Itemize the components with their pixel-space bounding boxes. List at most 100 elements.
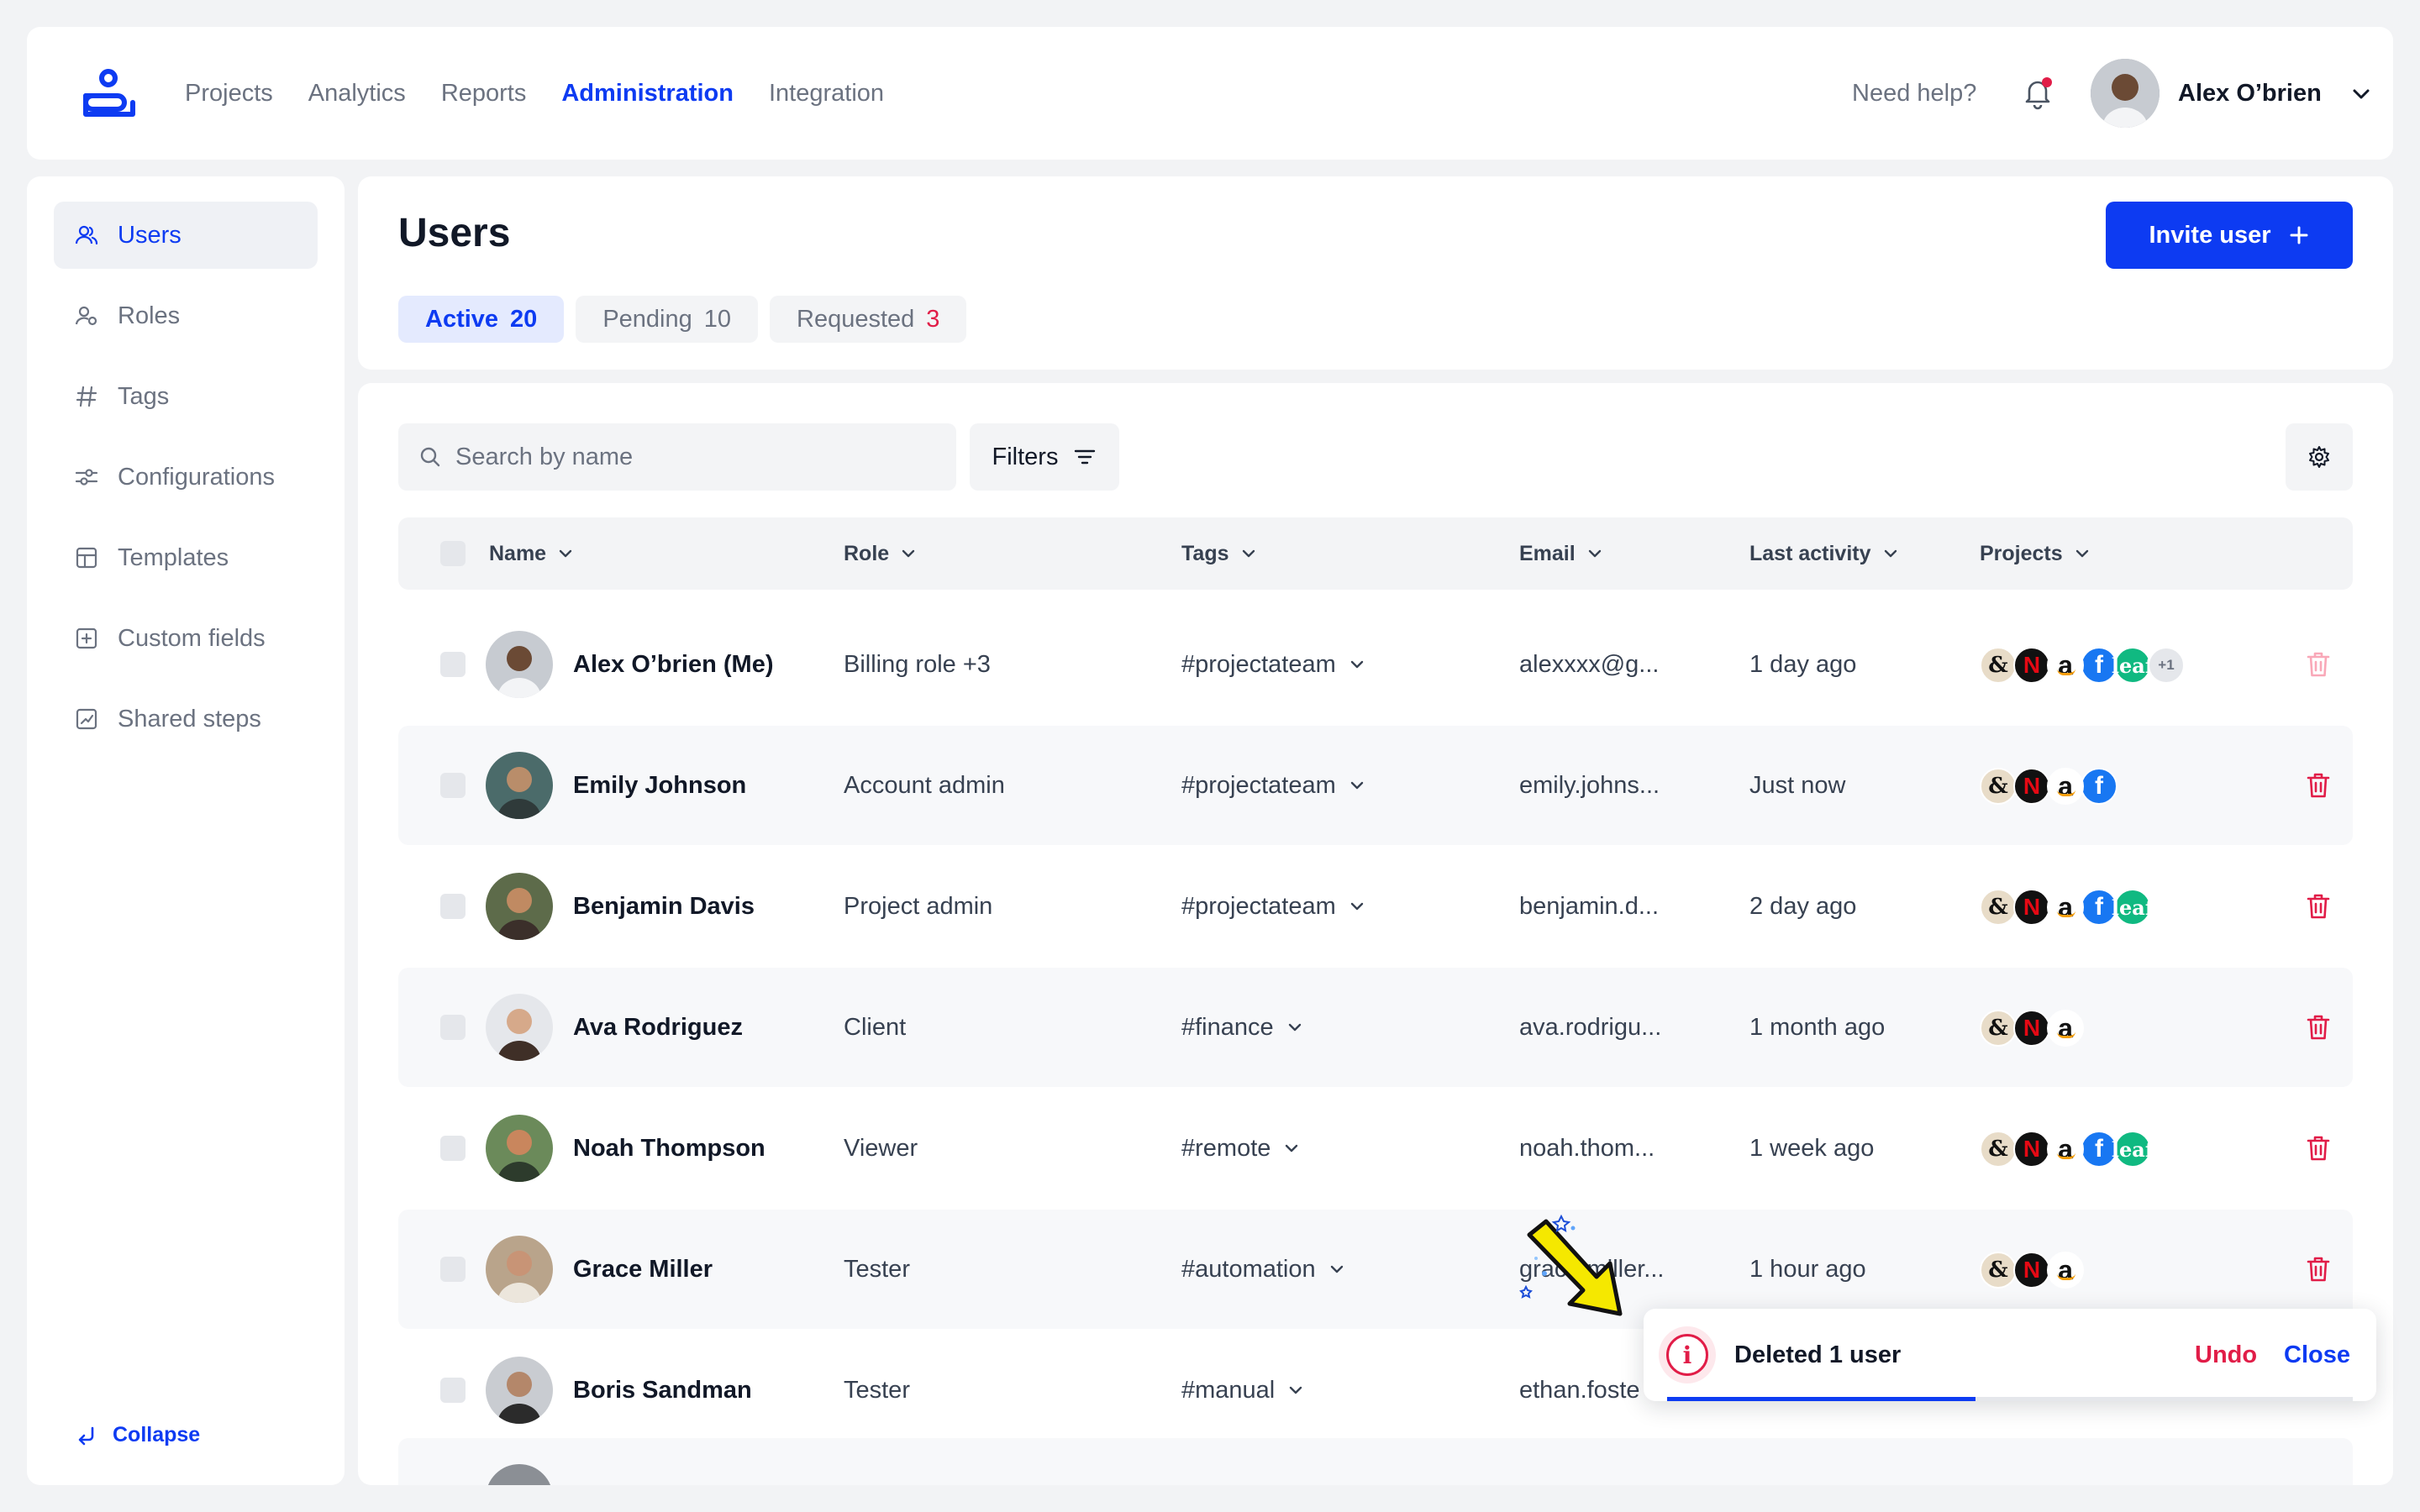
user-name-cell[interactable]: Benjamin Davis <box>573 893 755 920</box>
table-row[interactable]: Boris Sandman Tester #manual ethan.foste <box>398 1331 2353 1450</box>
app-logo-icon[interactable] <box>81 69 139 119</box>
table-row[interactable]: Alex O’brien (Me) Billing role +3 #proje… <box>398 605 2353 724</box>
netflix-project-icon[interactable]: N <box>2013 1252 2050 1289</box>
amazon-project-icon[interactable]: a <box>2047 1131 2084 1168</box>
trash-icon[interactable] <box>2302 1132 2334 1164</box>
tab-active[interactable]: Active 20 <box>398 296 565 343</box>
trash-icon[interactable] <box>2302 769 2334 801</box>
user-name-cell[interactable]: Grace Miller <box>573 1256 713 1283</box>
user-name[interactable]: Alex O’brien <box>2178 79 2322 107</box>
netflix-project-icon[interactable]: N <box>2013 1010 2050 1047</box>
facebook-project-icon[interactable]: f <box>2081 768 2118 805</box>
ampersand-project-icon[interactable]: & <box>1980 889 2017 926</box>
table-row[interactable]: Ava Rodriguez Client #finance ava.rodrig… <box>398 968 2353 1087</box>
row-checkbox[interactable] <box>440 773 466 798</box>
table-settings-button[interactable] <box>2286 423 2353 491</box>
sidebar-item-shared-steps[interactable]: Shared steps <box>54 685 318 753</box>
chevron-down-icon[interactable] <box>1286 1018 1304 1037</box>
ampersand-project-icon[interactable]: & <box>1980 1131 2017 1168</box>
search-input[interactable] <box>455 443 926 471</box>
row-checkbox[interactable] <box>440 1136 466 1161</box>
select-all-checkbox[interactable] <box>440 541 466 566</box>
table-row[interactable]: Benjamin Davis Project admin #projectate… <box>398 847 2353 966</box>
collapse-button[interactable]: Collapse <box>76 1423 200 1447</box>
help-link[interactable]: Need help? <box>1852 79 1977 107</box>
notifications-button[interactable] <box>2018 74 2057 113</box>
column-header-tags[interactable]: Tags <box>1181 517 1258 590</box>
ampersand-project-icon[interactable]: & <box>1980 647 2017 684</box>
chevron-down-icon[interactable] <box>1348 655 1366 674</box>
tab-requested[interactable]: Requested 3 <box>770 296 967 343</box>
sidebar-item-configurations[interactable]: Configurations <box>54 444 318 511</box>
leaf-project-icon[interactable]: leaf <box>2112 889 2154 926</box>
sidebar-item-custom-fields[interactable]: Custom fields <box>54 605 318 672</box>
netflix-project-icon[interactable]: N <box>2013 1131 2050 1168</box>
chevron-down-icon[interactable] <box>1286 1381 1305 1399</box>
amazon-project-icon[interactable]: a <box>2047 1010 2084 1047</box>
amazon-project-icon[interactable]: a <box>2047 768 2084 805</box>
column-header-email[interactable]: Email <box>1519 517 1604 590</box>
filters-button[interactable]: Filters <box>970 423 1119 491</box>
sidebar-item-templates[interactable]: Templates <box>54 524 318 591</box>
sidebar-item-roles[interactable]: Roles <box>54 282 318 349</box>
user-name-cell[interactable]: Noah Thompson <box>573 1135 765 1162</box>
nav-administration[interactable]: Administration <box>561 79 734 107</box>
amazon-project-icon[interactable]: a <box>2047 1252 2084 1289</box>
table-row[interactable]: Noah Thompson Viewer #remote noah.thom..… <box>398 1089 2353 1208</box>
user-name-cell[interactable]: Ava Rodriguez <box>573 1014 743 1041</box>
column-header-name[interactable]: Name <box>489 517 575 590</box>
ampersand-project-icon[interactable]: & <box>1980 768 2017 805</box>
user-name-cell[interactable]: Alex O’brien (Me) <box>573 651 774 678</box>
row-checkbox[interactable] <box>440 652 466 677</box>
sidebar-item-users[interactable]: Users <box>54 202 318 269</box>
search-box[interactable] <box>398 423 956 491</box>
tag-cell[interactable]: #projectateam <box>1181 847 1366 966</box>
ampersand-project-icon[interactable]: & <box>1980 1252 2017 1289</box>
tag-cell[interactable]: #automation <box>1181 1210 1346 1329</box>
ampersand-project-icon[interactable]: & <box>1980 1010 2017 1047</box>
column-header-projects[interactable]: Projects <box>1980 517 2091 590</box>
tag-cell[interactable]: #finance <box>1181 968 1304 1087</box>
tag-cell[interactable]: #manual <box>1181 1331 1305 1450</box>
row-checkbox[interactable] <box>440 1378 466 1403</box>
netflix-project-icon[interactable]: N <box>2013 889 2050 926</box>
amazon-project-icon[interactable]: a <box>2047 889 2084 926</box>
invite-user-button[interactable]: Invite user <box>2106 202 2353 269</box>
chevron-down-icon[interactable] <box>2349 82 2373 106</box>
amazon-project-icon[interactable]: a <box>2047 647 2084 684</box>
facebook-project-icon[interactable]: f <box>2081 889 2118 926</box>
nav-analytics[interactable]: Analytics <box>308 79 406 107</box>
close-button[interactable]: Close <box>2284 1309 2350 1401</box>
row-checkbox[interactable] <box>440 1015 466 1040</box>
column-header-role[interactable]: Role <box>844 517 918 590</box>
chevron-down-icon[interactable] <box>1348 897 1366 916</box>
trash-icon[interactable] <box>2302 890 2334 922</box>
table-row[interactable]: Grace Miller Tester #automation grace.mi… <box>398 1210 2353 1329</box>
facebook-project-icon[interactable]: f <box>2081 647 2118 684</box>
user-name-cell[interactable]: Boris Sandman <box>573 1377 752 1404</box>
trash-icon[interactable] <box>2302 1253 2334 1285</box>
tab-pending[interactable]: Pending 10 <box>576 296 759 343</box>
trash-icon[interactable] <box>2302 1011 2334 1043</box>
trash-icon[interactable] <box>2302 648 2334 680</box>
nav-reports[interactable]: Reports <box>440 79 527 107</box>
user-name-cell[interactable]: Emily Johnson <box>573 772 747 799</box>
sidebar-item-tags[interactable]: Tags <box>54 363 318 430</box>
nav-integration[interactable]: Integration <box>768 79 885 107</box>
chevron-down-icon[interactable] <box>1282 1139 1301 1158</box>
chevron-down-icon[interactable] <box>1348 776 1366 795</box>
tag-cell[interactable]: #remote <box>1181 1089 1301 1208</box>
more-projects-badge[interactable]: +1 <box>2148 647 2185 684</box>
chevron-down-icon[interactable] <box>1328 1260 1346 1278</box>
user-avatar[interactable] <box>2091 59 2160 128</box>
leaf-project-icon[interactable]: leaf <box>2112 647 2154 684</box>
netflix-project-icon[interactable]: N <box>2013 647 2050 684</box>
row-checkbox[interactable] <box>440 1257 466 1282</box>
undo-button[interactable]: Undo <box>2195 1309 2257 1401</box>
column-header-last-activity[interactable]: Last activity <box>1749 517 1900 590</box>
table-row[interactable]: Emily Johnson Account admin #projectatea… <box>398 726 2353 845</box>
tag-cell[interactable]: #projectateam <box>1181 726 1366 845</box>
nav-projects[interactable]: Projects <box>185 79 273 107</box>
row-checkbox[interactable] <box>440 894 466 919</box>
tag-cell[interactable]: #projectateam <box>1181 605 1366 724</box>
